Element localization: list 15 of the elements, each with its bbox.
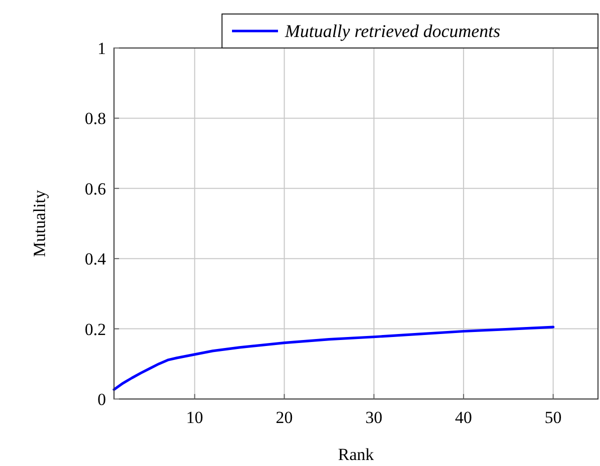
y-tick-label: 0.6 [84,179,106,198]
y-tick-label: 1 [98,39,106,58]
y-tick-label: 0.4 [84,250,106,269]
y-tick-label: 0 [98,390,106,409]
legend-label: Mutually retrieved documents [284,21,500,41]
x-tick-label: 10 [186,408,204,427]
y-tick-label: 0.8 [84,109,106,128]
x-axis-title: Rank [338,445,374,464]
y-axis-title: Mutuality [30,189,49,258]
x-tick-label: 20 [276,408,293,427]
x-tick-label: 50 [544,408,562,427]
x-tick-label: 40 [455,408,472,427]
y-tick-label: 0.2 [84,320,106,339]
line-series [112,326,554,391]
x-tick-label: 30 [365,408,382,427]
